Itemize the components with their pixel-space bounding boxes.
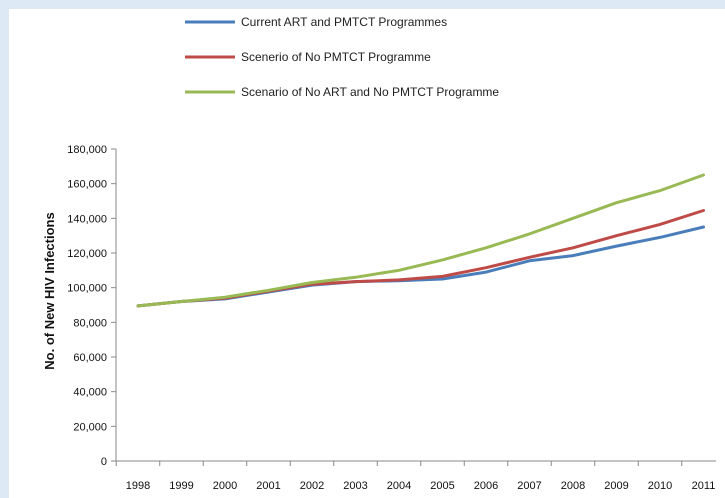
y-tick-label: 180,000 xyxy=(67,144,107,156)
x-tick-label: 1998 xyxy=(126,480,150,492)
legend-item-1: Current ART and PMTCT Programmes xyxy=(185,15,447,29)
y-tick-label: 20,000 xyxy=(73,421,107,433)
y-axis-label: No. of New HIV Infections xyxy=(42,212,57,369)
y-tick-label: 120,000 xyxy=(67,248,107,260)
x-tick-label: 2003 xyxy=(343,480,367,492)
x-tick-label: 2011 xyxy=(692,480,716,492)
chart-frame: Current ART and PMTCT Programmes Scenerio… xyxy=(9,9,725,498)
x-tick-label: 2009 xyxy=(604,480,628,492)
x-tick-label: 2004 xyxy=(387,480,411,492)
legend-item-3: Scenario of No ART and No PMTCT Programm… xyxy=(185,85,499,99)
legend-label: Current ART and PMTCT Programmes xyxy=(241,15,447,29)
series-layer xyxy=(136,173,705,308)
x-tick-label: 2005 xyxy=(430,480,454,492)
x-tick-label: 2006 xyxy=(474,480,498,492)
series-line-3 xyxy=(136,173,705,308)
legend-label: Scenario of No ART and No PMTCT Programm… xyxy=(241,85,499,99)
x-tick-label: 2000 xyxy=(213,480,237,492)
x-axis: 1998 1999 2000 2001 2002 2003 2004 2005 2006 2007… xyxy=(115,460,716,492)
y-tick-label: 60,000 xyxy=(73,352,107,364)
x-tick-label: 2008 xyxy=(561,480,585,492)
y-tick-label: 140,000 xyxy=(67,213,107,225)
x-tick-label: 1999 xyxy=(169,480,193,492)
y-tick-label: 100,000 xyxy=(67,283,107,295)
y-tick-label: 80,000 xyxy=(73,317,107,329)
legend-label: Scenerio of No PMTCT Programme xyxy=(241,50,431,64)
x-tick-label: 2001 xyxy=(256,480,280,492)
legend-item-2: Scenerio of No PMTCT Programme xyxy=(185,50,431,64)
y-axis: 0 20,000 40,000 60,000 80,000 100,000 120,000 1… xyxy=(67,144,117,468)
y-tick-label: 0 xyxy=(101,456,107,468)
x-tick-label: 2002 xyxy=(300,480,324,492)
x-tick-label: 2010 xyxy=(648,480,672,492)
y-tick-label: 160,000 xyxy=(67,179,107,191)
x-tick-label: 2007 xyxy=(517,480,541,492)
legend: Current ART and PMTCT Programmes Scenerio… xyxy=(185,15,499,99)
y-tick-label: 40,000 xyxy=(73,387,107,399)
series-line-2 xyxy=(136,209,705,308)
line-chart: Current ART and PMTCT Programmes Scenerio… xyxy=(42,15,716,492)
